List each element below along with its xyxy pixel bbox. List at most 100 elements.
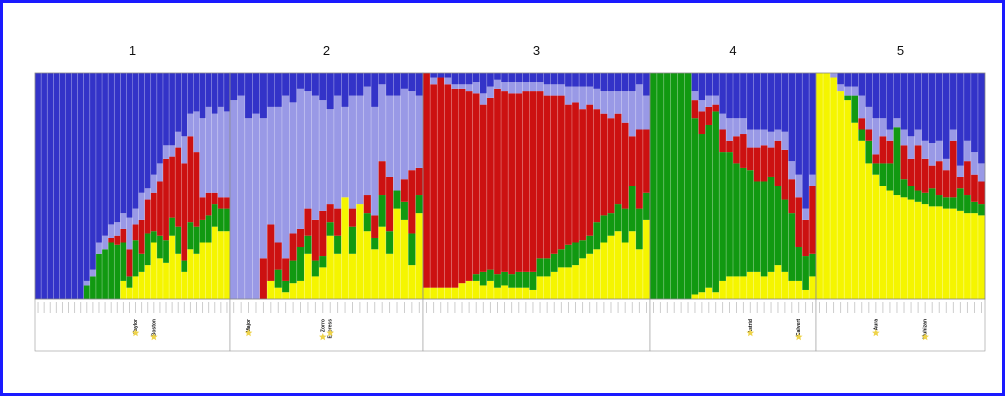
bar-segment-lavender: [451, 84, 459, 89]
bar-segment-lavender: [385, 95, 394, 177]
bar-segment-blue: [872, 73, 880, 119]
bar-segment-green: [150, 231, 157, 243]
bar-segment-red: [691, 100, 699, 119]
bar-segment-green: [550, 253, 558, 272]
bar-segment-yellow: [451, 287, 459, 299]
bar-segment-red: [319, 210, 327, 257]
star-icon: [244, 329, 253, 337]
bar-segment-blue: [319, 73, 327, 101]
bar-segment-yellow: [781, 271, 789, 299]
bar-segment-blue: [400, 73, 409, 89]
bar-segment-yellow: [493, 287, 502, 299]
bar-segment-red: [169, 156, 176, 218]
bar-segment-green: [670, 73, 678, 299]
bar-segment-lavender: [928, 143, 936, 166]
bar-segment-blue: [41, 73, 48, 299]
bar-segment-lavender: [774, 129, 782, 141]
bar-segment-yellow: [415, 213, 423, 299]
bar-segment-yellow: [393, 208, 401, 299]
bar-segment-green: [114, 244, 121, 299]
bar-segment-lavender: [304, 91, 312, 209]
bar-segment-blue: [120, 73, 127, 214]
bar-segment-green: [879, 163, 887, 186]
bar-segment-lavender: [557, 84, 565, 96]
bar-segment-green: [486, 269, 494, 281]
bar-segment-blue: [893, 73, 901, 119]
bar-segment-red: [698, 111, 706, 135]
bar-segment-blue: [181, 73, 188, 137]
bar-segment-yellow: [472, 280, 480, 299]
bar-segment-yellow: [557, 267, 565, 299]
bar-segment-green: [698, 134, 706, 293]
bar-segment-lavender: [963, 140, 971, 162]
star-icon: [131, 329, 140, 337]
bar-segment-red: [126, 249, 133, 277]
bar-segment-blue: [508, 73, 516, 83]
bar-segment-lavender: [333, 95, 342, 209]
bar-segment-lavender: [223, 111, 230, 198]
bar-segment-lavender: [211, 113, 218, 193]
bar-segment-green: [181, 260, 188, 272]
bar-segment-green: [858, 129, 866, 141]
bar-segment-red: [809, 186, 816, 254]
bar-segment-blue: [802, 73, 810, 209]
bar-segment-blue: [809, 73, 816, 175]
bar-segment-yellow: [175, 253, 182, 299]
star-icon: [794, 333, 803, 341]
bar-segment-green: [600, 215, 608, 243]
bar-segment-lavender: [788, 161, 796, 180]
bar-segment-lavender: [371, 106, 379, 216]
bar-segment-green: [739, 167, 747, 277]
bar-segment-yellow: [423, 287, 431, 299]
bar-segment-red: [564, 104, 572, 245]
panel-border: [815, 72, 986, 300]
bar-segment-yellow: [579, 258, 587, 299]
bar-segment-blue: [879, 73, 887, 119]
bar-segment-blue: [289, 73, 297, 103]
bar-segment-lavender: [83, 280, 90, 286]
bar-segment-red: [205, 192, 212, 216]
bar-segment-blue: [169, 73, 176, 146]
bar-segment-lavender: [865, 106, 873, 130]
bar-segment-yellow: [479, 285, 487, 299]
bar-segment-blue: [193, 73, 200, 112]
bar-segment-yellow: [593, 249, 601, 299]
bar-segment-green: [557, 249, 565, 268]
bar-segment-red: [138, 219, 145, 254]
bar-segment-green: [311, 260, 320, 277]
bar-segment-lavender: [781, 131, 789, 150]
bar-segment-lavender: [408, 91, 416, 171]
bar-segment-red: [760, 145, 768, 182]
bar-segment-yellow: [739, 276, 747, 299]
bar-segment-blue: [635, 73, 643, 85]
bar-segment-blue: [371, 73, 379, 107]
bar-segment-lavender: [522, 82, 530, 92]
bar-segment-green: [956, 188, 964, 211]
bar-segment-blue: [59, 73, 66, 299]
bar-segment-red: [199, 197, 206, 220]
bar-segment-yellow: [187, 249, 194, 299]
bar-segment-green: [536, 258, 544, 277]
bar-segment-blue: [205, 73, 212, 107]
bar-segment-green: [614, 204, 622, 232]
bar-segment-green: [760, 181, 768, 277]
bar-segment-red: [515, 93, 523, 272]
bar-segment-lavender: [175, 131, 182, 148]
bar-segment-green: [914, 190, 922, 202]
bar-segment-blue: [935, 73, 943, 141]
bar-segment-green: [385, 231, 394, 254]
bar-segment-yellow: [385, 253, 394, 299]
bar-segment-green: [586, 235, 594, 254]
bar-segment-blue: [586, 73, 594, 87]
bar-segment-blue: [726, 73, 733, 119]
bar-segment-red: [108, 237, 115, 243]
bar-segment-yellow: [138, 271, 145, 299]
bar-segment-green: [942, 197, 950, 209]
bar-segment-yellow: [628, 231, 636, 299]
bar-segment-blue: [47, 73, 54, 299]
bar-segment-yellow: [205, 242, 212, 299]
bar-segment-green: [289, 260, 297, 284]
bar-segment-lavender: [529, 82, 537, 92]
bar-segment-lavender: [935, 140, 943, 162]
bar-segment-blue: [458, 73, 466, 85]
